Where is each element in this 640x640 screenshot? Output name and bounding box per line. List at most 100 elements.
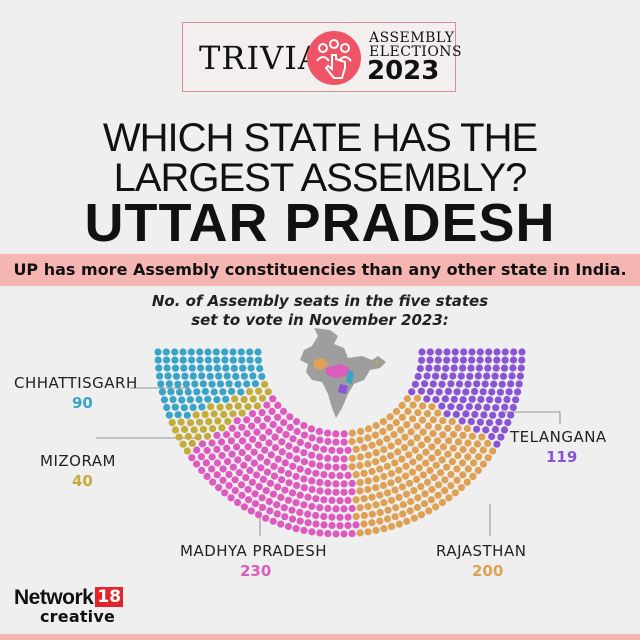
seat-dot-rajasthan bbox=[451, 489, 459, 497]
seat-dot-rajasthan bbox=[376, 508, 384, 516]
seat-dot-madhya-pradesh bbox=[219, 476, 227, 484]
seat-dot-madhya-pradesh bbox=[203, 446, 211, 455]
seat-dot-rajasthan bbox=[448, 417, 456, 426]
seat-dot-telangana bbox=[477, 395, 485, 404]
seat-dot-madhya-pradesh bbox=[275, 426, 283, 434]
seat-dot-rajasthan bbox=[398, 483, 406, 491]
seat-dot-madhya-pradesh bbox=[258, 494, 266, 502]
seat-dot-rajasthan bbox=[413, 422, 421, 430]
seat-dot-telangana bbox=[451, 348, 459, 356]
seat-dot-madhya-pradesh bbox=[348, 530, 356, 538]
seat-dot-madhya-pradesh bbox=[274, 483, 282, 491]
seat-dot-madhya-pradesh bbox=[296, 517, 304, 525]
seat-dot-rajasthan bbox=[348, 463, 356, 471]
seat-dot-telangana bbox=[416, 364, 424, 373]
seat-dot-chhattisgarh bbox=[256, 364, 264, 373]
elections-text: ELECTIONS bbox=[369, 44, 463, 60]
seat-dot-telangana bbox=[508, 372, 516, 380]
seat-dot-chhattisgarh bbox=[210, 388, 218, 396]
seat-dot-mizoram bbox=[190, 426, 198, 434]
seat-dot-rajasthan bbox=[387, 479, 395, 487]
seat-dot-madhya-pradesh bbox=[312, 469, 320, 477]
seat-dot-madhya-pradesh bbox=[304, 467, 312, 476]
seat-dot-chhattisgarh bbox=[174, 380, 182, 388]
seat-dot-chhattisgarh bbox=[247, 364, 255, 372]
seat-dot-rajasthan bbox=[372, 422, 380, 430]
seat-dot-madhya-pradesh bbox=[274, 455, 282, 463]
seat-dot-rajasthan bbox=[454, 438, 462, 446]
seat-dot-rajasthan bbox=[448, 458, 456, 466]
seat-dot-rajasthan bbox=[352, 445, 360, 453]
seat-dot-rajasthan bbox=[424, 478, 432, 486]
seat-dot-telangana bbox=[485, 419, 494, 427]
seat-dot-rajasthan bbox=[383, 489, 392, 497]
seat-dot-chhattisgarh bbox=[171, 364, 180, 372]
seat-dot-chhattisgarh bbox=[184, 388, 192, 396]
seat-dot-madhya-pradesh bbox=[237, 481, 246, 489]
seat-dot-mizoram bbox=[264, 388, 272, 396]
seat-dot-rajasthan bbox=[395, 466, 403, 474]
seat-dot-rajasthan bbox=[409, 401, 417, 409]
seat-dot-mizoram bbox=[183, 447, 191, 455]
seat-dot-rajasthan bbox=[459, 431, 467, 439]
seat-dot-madhya-pradesh bbox=[257, 464, 265, 472]
seat-dot-madhya-pradesh bbox=[285, 452, 293, 460]
seat-dot-madhya-pradesh bbox=[320, 512, 328, 521]
seat-dot-rajasthan bbox=[430, 474, 438, 482]
seat-dot-rajasthan bbox=[383, 435, 391, 443]
seat-dot-madhya-pradesh bbox=[277, 520, 285, 528]
seat-dot-rajasthan bbox=[420, 500, 429, 508]
seat-dot-rajasthan bbox=[364, 502, 372, 511]
seat-dot-madhya-pradesh bbox=[255, 483, 263, 491]
seat-dot-chhattisgarh bbox=[160, 396, 168, 404]
seat-dot-rajasthan bbox=[397, 426, 405, 434]
seat-dot-chhattisgarh bbox=[228, 387, 236, 395]
seat-dot-telangana bbox=[444, 387, 452, 395]
seat-dot-madhya-pradesh bbox=[251, 490, 259, 498]
seat-dot-madhya-pradesh bbox=[213, 459, 222, 467]
seat-dot-chhattisgarh bbox=[165, 411, 173, 419]
seat-dot-telangana bbox=[515, 380, 523, 388]
seat-dot-madhya-pradesh bbox=[281, 486, 289, 494]
seat-dot-madhya-pradesh bbox=[324, 437, 332, 446]
seat-dot-rajasthan bbox=[405, 451, 413, 459]
seat-dot-telangana bbox=[442, 364, 450, 372]
seat-dot-chhattisgarh bbox=[171, 403, 179, 411]
seat-dot-madhya-pradesh bbox=[266, 479, 274, 487]
leader-line-telangana bbox=[505, 411, 561, 424]
seat-dot-chhattisgarh bbox=[187, 348, 195, 356]
seat-dot-rajasthan bbox=[403, 490, 411, 498]
seat-dot-rajasthan bbox=[413, 475, 421, 483]
seat-dot-rajasthan bbox=[421, 490, 429, 498]
seat-dot-chhattisgarh bbox=[240, 372, 248, 380]
seat-dot-rajasthan bbox=[399, 510, 407, 518]
seat-dot-rajasthan bbox=[422, 459, 430, 467]
seat-dot-chhattisgarh bbox=[198, 372, 206, 380]
seat-dot-chhattisgarh bbox=[181, 372, 189, 380]
seat-dot-telangana bbox=[459, 364, 467, 372]
seat-dot-rajasthan bbox=[439, 443, 447, 451]
seat-dot-madhya-pradesh bbox=[253, 428, 261, 436]
seat-dot-chhattisgarh bbox=[164, 372, 172, 380]
seat-dot-mizoram bbox=[258, 394, 267, 402]
seat-dot-rajasthan bbox=[478, 433, 486, 441]
seat-dot-madhya-pradesh bbox=[340, 530, 348, 538]
seat-dot-telangana bbox=[471, 410, 479, 418]
seat-dot-madhya-pradesh bbox=[300, 422, 308, 430]
seat-dot-telangana bbox=[468, 348, 476, 356]
seat-dot-chhattisgarh bbox=[165, 380, 173, 388]
seat-dot-telangana bbox=[505, 388, 513, 396]
seat-dot-madhya-pradesh bbox=[259, 475, 267, 483]
seat-dot-telangana bbox=[516, 372, 525, 380]
seat-dot-madhya-pradesh bbox=[269, 421, 277, 429]
seat-dot-chhattisgarh bbox=[206, 372, 214, 380]
seat-dot-telangana bbox=[501, 403, 509, 411]
seat-dot-chhattisgarh bbox=[178, 396, 186, 404]
seat-dot-madhya-pradesh bbox=[340, 463, 348, 471]
seat-dot-madhya-pradesh bbox=[312, 495, 320, 503]
seat-dot-madhya-pradesh bbox=[249, 435, 257, 443]
label-telangana: TELANGANA bbox=[510, 428, 607, 446]
seat-dot-madhya-pradesh bbox=[248, 410, 257, 418]
seat-dot-madhya-pradesh bbox=[324, 463, 332, 471]
seat-dot-telangana bbox=[474, 403, 482, 411]
